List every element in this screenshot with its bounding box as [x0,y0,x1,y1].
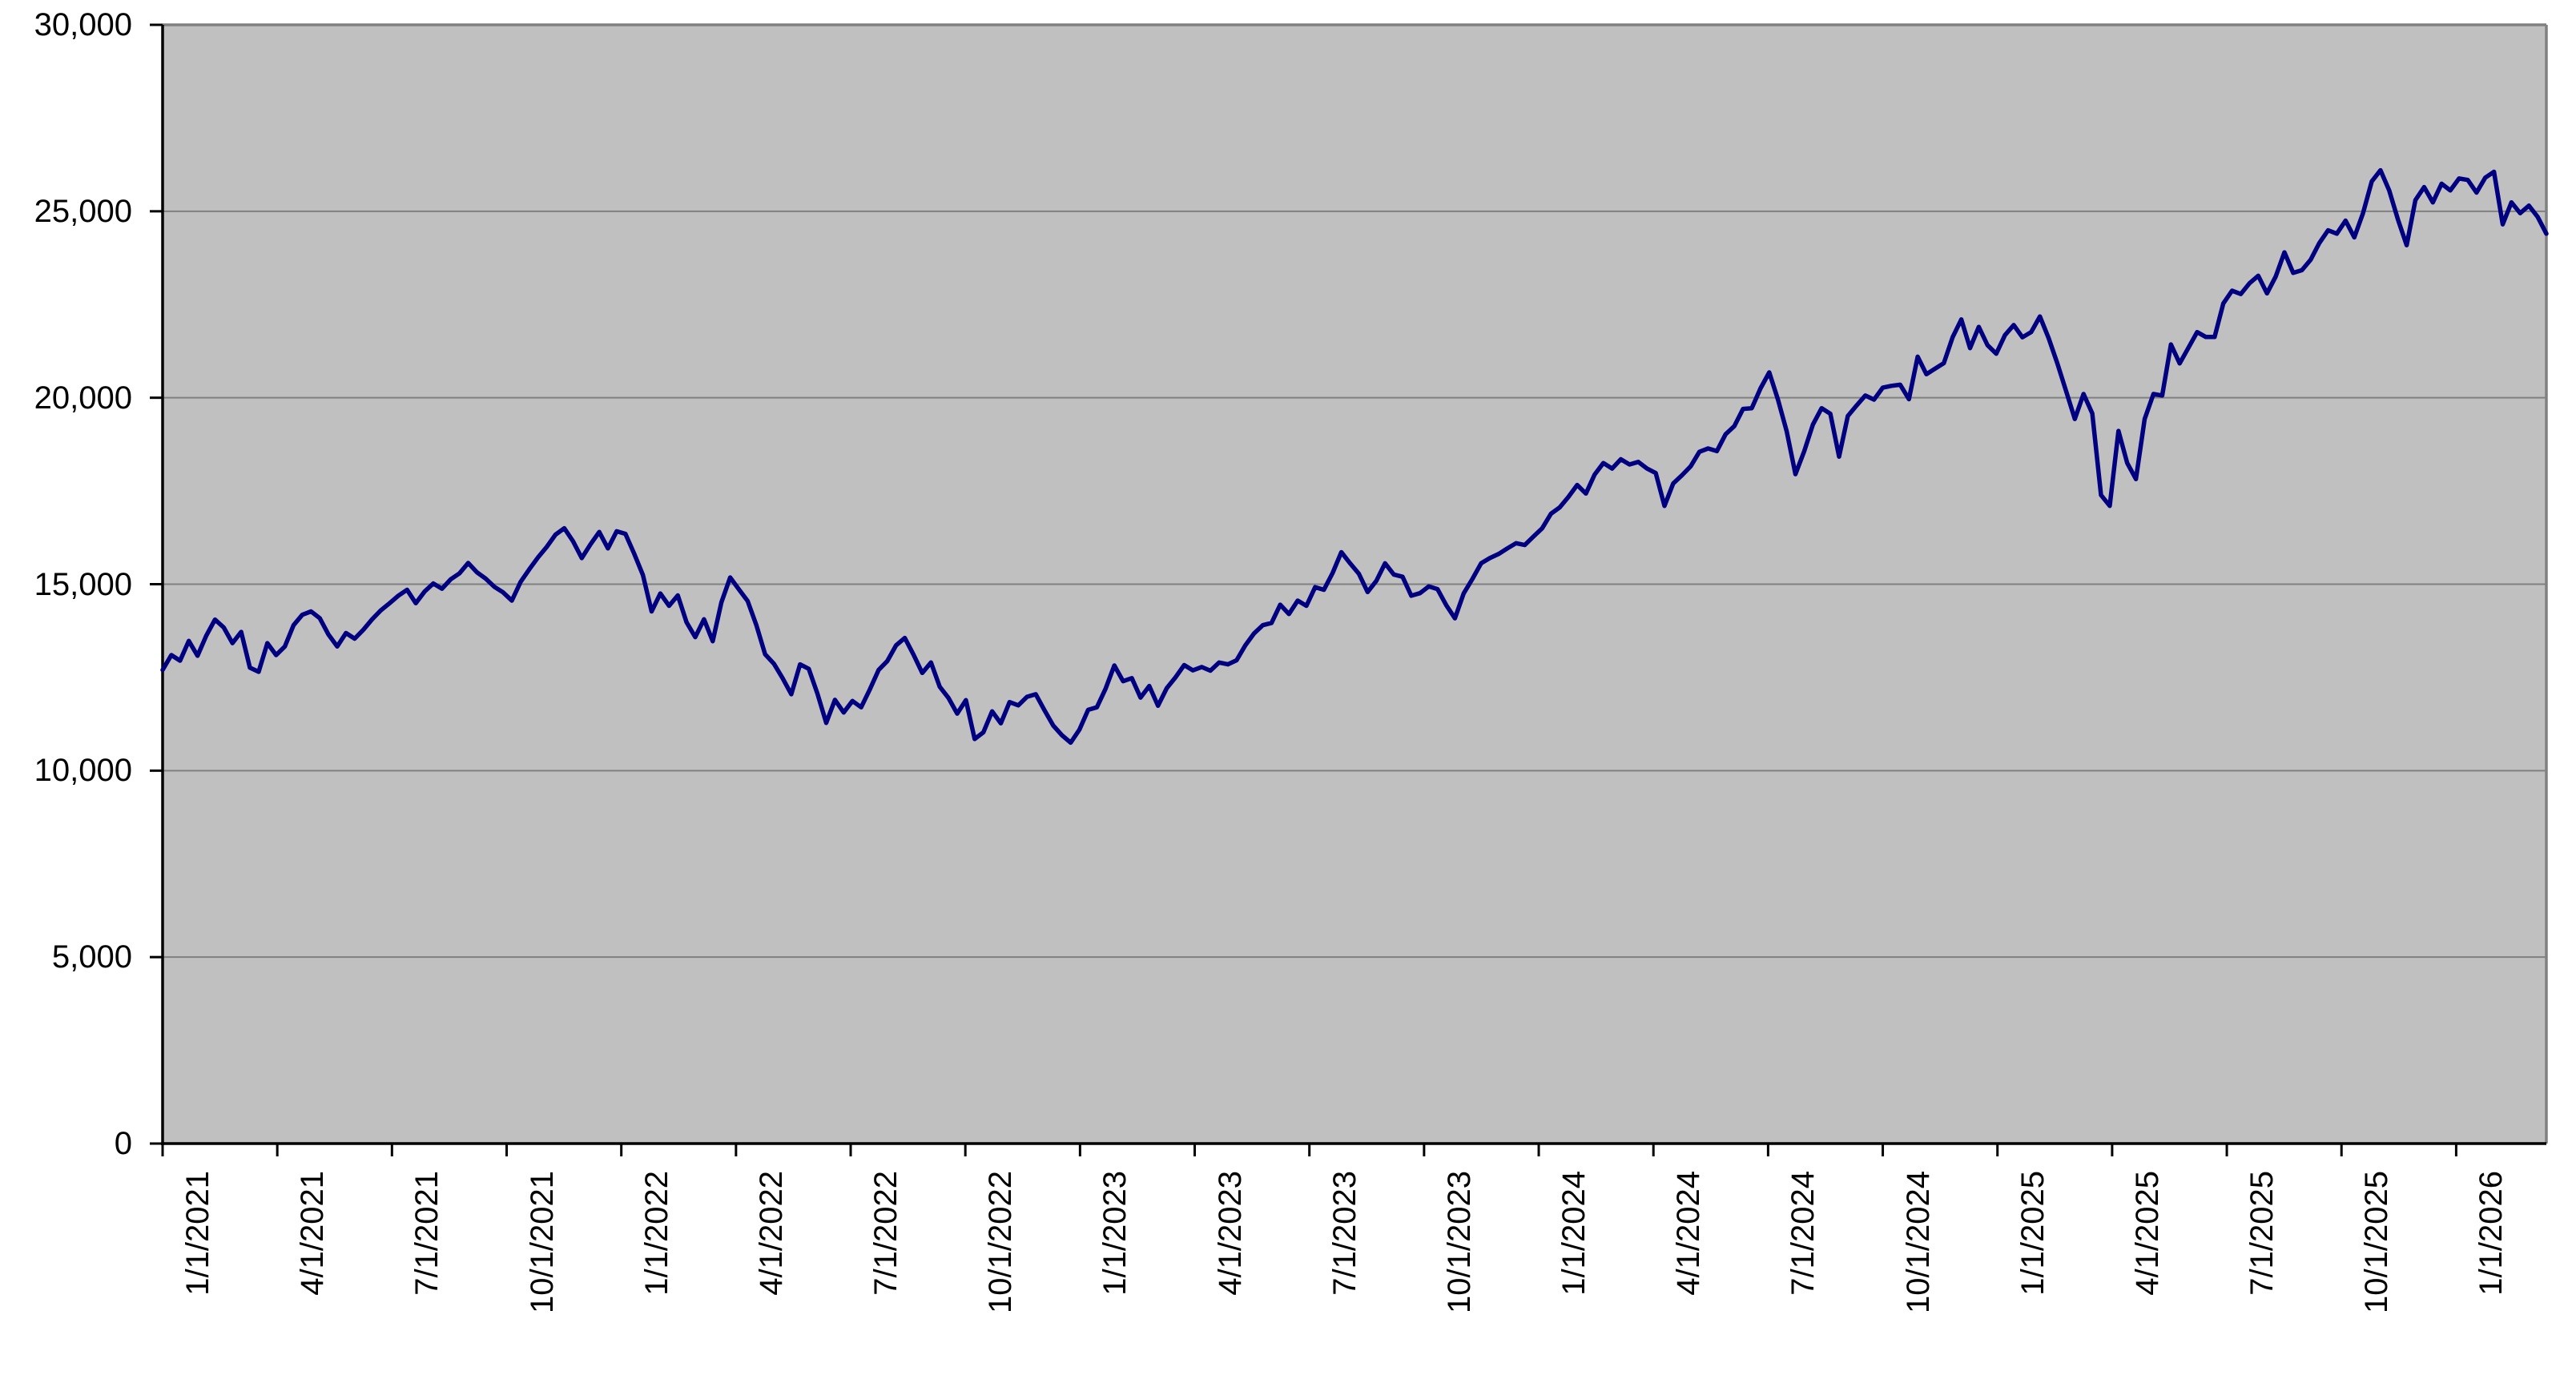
x-axis-tick-label: 1/1/2021 [180,1171,215,1296]
x-axis-tick-label: 4/1/2025 [2129,1171,2165,1296]
x-axis-tick-label: 1/1/2024 [1556,1171,1592,1296]
x-axis-tick-label: 1/1/2026 [2473,1171,2510,1296]
x-axis-tick-label: 7/1/2021 [409,1171,445,1296]
y-axis-tick-label: 15,000 [34,566,132,602]
x-axis-tick-label: 4/1/2021 [295,1171,331,1296]
axis-lines [161,25,2546,1145]
x-axis-tick-label: 10/1/2025 [2359,1171,2395,1313]
x-axis-tick-label: 7/1/2023 [1326,1171,1362,1296]
x-axis-tick-label: 7/1/2024 [1785,1171,1821,1296]
x-axis-tick-label: 4/1/2022 [753,1171,789,1296]
y-axis-tick-label: 25,000 [34,193,132,229]
y-axis-tick-label: 0 [114,1126,132,1161]
x-axis-tick-label: 10/1/2021 [524,1171,560,1313]
x-axis-tick-label: 10/1/2023 [1441,1171,1477,1313]
x-axis-tick-label: 1/1/2022 [638,1171,674,1296]
x-axis-tick-label: 7/1/2025 [2244,1171,2280,1296]
y-axis-tick-label: 20,000 [34,380,132,416]
x-axis-tick-label: 4/1/2023 [1212,1171,1248,1296]
x-axis-tick-label: 1/1/2025 [2015,1171,2051,1296]
x-axis-tick-label: 4/1/2024 [1671,1171,1707,1296]
x-axis-tick-label: 10/1/2024 [1900,1171,1936,1313]
y-axis-tick-label: 10,000 [34,753,132,789]
x-axis-tick-label: 7/1/2022 [868,1171,904,1296]
y-axis-tick-label: 5,000 [51,939,132,975]
x-axis-tick-label: 10/1/2022 [983,1171,1019,1313]
x-axis-tick-label: 1/1/2023 [1097,1171,1133,1296]
axis-ticks [150,23,2457,1156]
plot-border [163,23,2548,1144]
gridlines [163,210,2546,959]
series-line [160,167,2549,746]
y-axis-tick-label: 30,000 [34,7,132,42]
